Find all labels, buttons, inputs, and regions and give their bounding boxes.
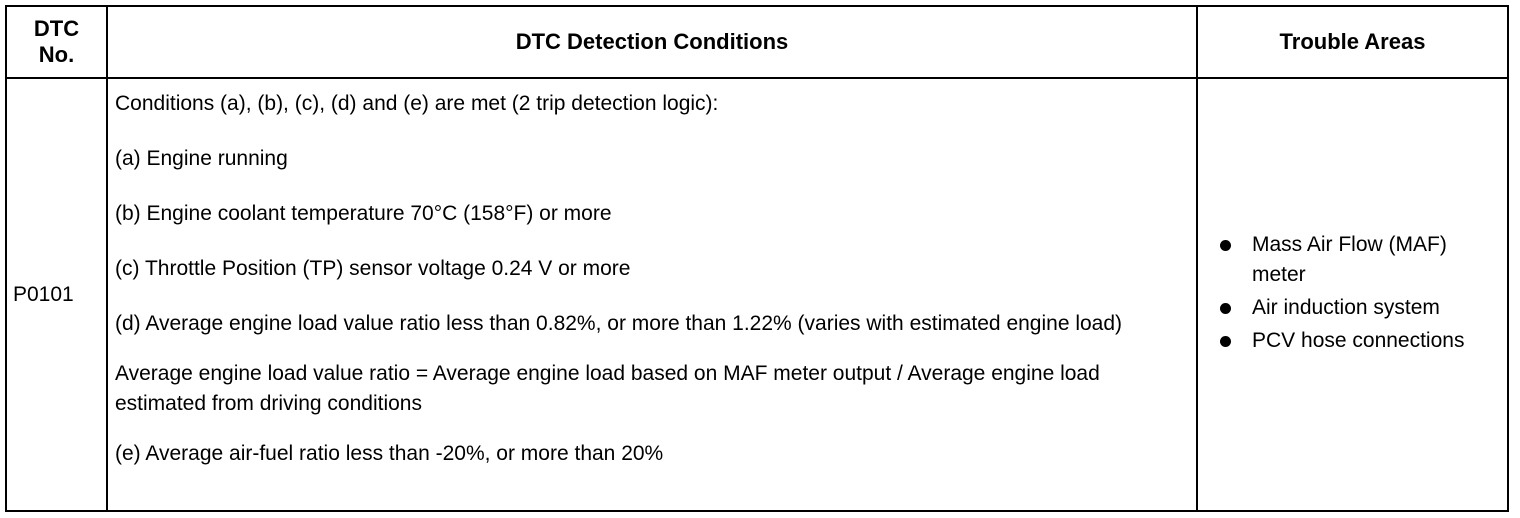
dtc-table: DTC No. DTC Detection Conditions Trouble… — [5, 5, 1509, 512]
detection-conditions-cell: Conditions (a), (b), (c), (d) and (e) ar… — [106, 77, 1198, 512]
header-dtc-no: DTC No. — [5, 5, 108, 79]
bullet-icon — [1220, 303, 1231, 314]
list-item: Air induction system — [1220, 293, 1501, 323]
condition-c: (c) Throttle Position (TP) sensor voltag… — [115, 257, 631, 280]
condition-intro: Conditions (a), (b), (c), (d) and (e) ar… — [115, 92, 719, 115]
list-item: PCV hose connections — [1220, 326, 1501, 356]
bullet-icon — [1220, 240, 1231, 251]
trouble-area-text: Mass Air Flow (MAF) meter — [1252, 233, 1447, 286]
condition-b: (b) Engine coolant temperature 70°C (158… — [115, 202, 612, 225]
condition-e: (e) Average air-fuel ratio less than -20… — [115, 442, 664, 465]
trouble-area-text: PCV hose connections — [1252, 329, 1465, 352]
trouble-areas-list: Mass Air Flow (MAF) meter Air induction … — [1220, 230, 1501, 356]
condition-d: (d) Average engine load value ratio less… — [115, 312, 1123, 335]
dtc-code: P0101 — [5, 77, 108, 512]
dtc-document: DTC No. DTC Detection Conditions Trouble… — [5, 5, 1509, 512]
trouble-area-text: Air induction system — [1252, 296, 1440, 319]
trouble-areas-cell: Mass Air Flow (MAF) meter Air induction … — [1196, 77, 1509, 512]
condition-ratio-definition: Average engine load value ratio = Averag… — [115, 362, 1100, 415]
header-trouble-areas: Trouble Areas — [1196, 5, 1509, 79]
header-row: DTC No. DTC Detection Conditions Trouble… — [5, 5, 1509, 79]
bullet-icon — [1220, 336, 1231, 347]
table-row: P0101 Conditions (a), (b), (c), (d) and … — [5, 77, 1509, 512]
list-item: Mass Air Flow (MAF) meter — [1220, 230, 1501, 290]
condition-a: (a) Engine running — [115, 147, 288, 170]
header-detection-conditions: DTC Detection Conditions — [106, 5, 1198, 79]
